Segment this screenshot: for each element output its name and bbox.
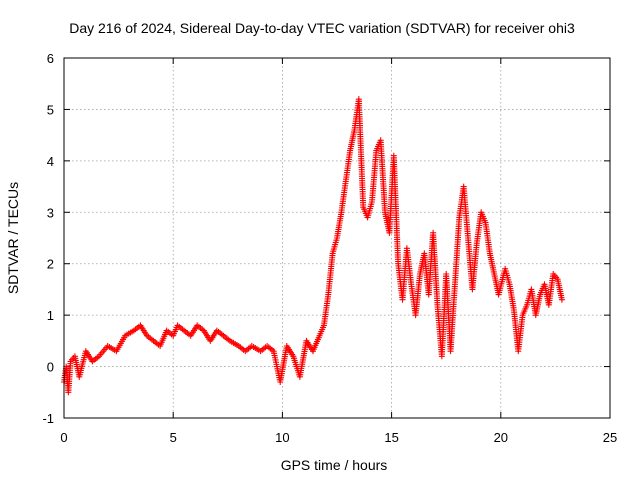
x-tick-label: 5 xyxy=(170,430,177,445)
x-axis-label: GPS time / hours xyxy=(281,457,388,473)
x-tick-label: 20 xyxy=(494,430,508,445)
y-tick-label: -1 xyxy=(42,411,54,426)
y-tick-label: 6 xyxy=(47,51,54,66)
y-tick-label: 3 xyxy=(47,205,54,220)
y-tick-label: 2 xyxy=(47,257,54,272)
y-tick-label: 4 xyxy=(47,154,54,169)
y-tick-label: 0 xyxy=(47,360,54,375)
x-tick-label: 15 xyxy=(384,430,398,445)
x-tick-label: 10 xyxy=(275,430,289,445)
y-tick-label: 5 xyxy=(47,102,54,117)
data-point-marker xyxy=(558,296,565,303)
series-sdtvar xyxy=(61,96,565,396)
grid-layer xyxy=(64,58,610,418)
plot-frame xyxy=(63,57,611,419)
y-axis-label: SDTVAR / TECUs xyxy=(5,182,21,294)
x-tick-label: 0 xyxy=(60,430,67,445)
x-tick-label: 25 xyxy=(603,430,617,445)
series-layer xyxy=(61,96,565,396)
y-tick-label: 1 xyxy=(47,308,54,323)
tick-layer: 0 5 10 15 20 25 -1 0 1 2 3 4 5 6 xyxy=(42,51,617,445)
chart-title: Day 216 of 2024, Sidereal Day-to-day VTE… xyxy=(69,20,575,36)
